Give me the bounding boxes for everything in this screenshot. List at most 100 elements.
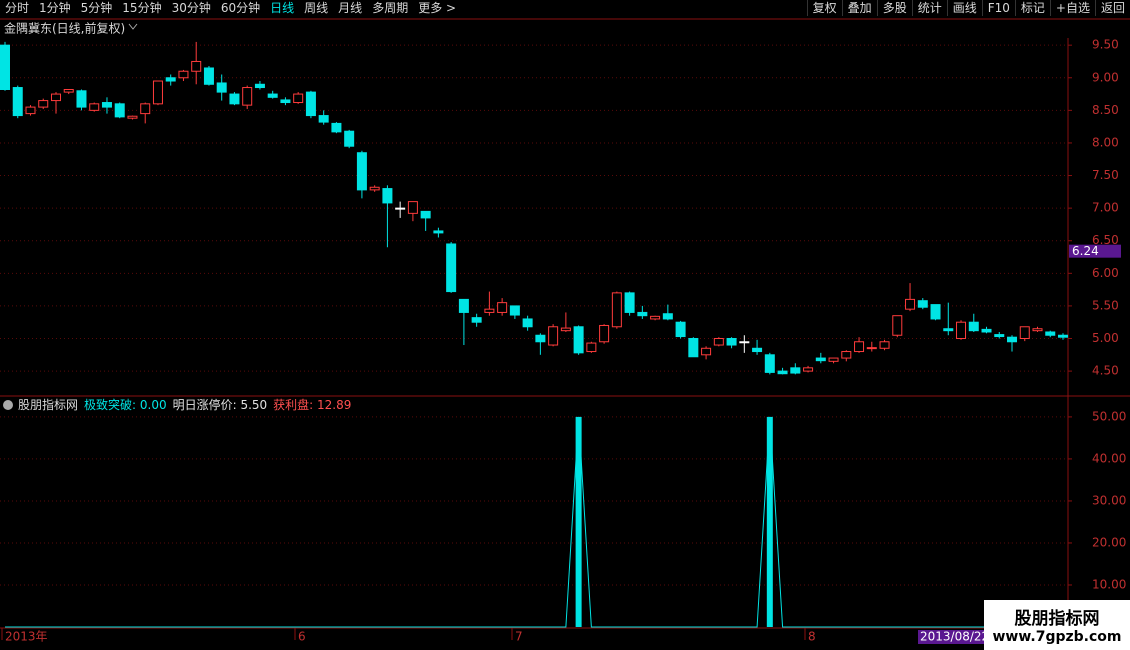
candle-body	[611, 292, 622, 328]
candle-body	[573, 326, 584, 354]
candle-body	[382, 188, 393, 204]
period-tab[interactable]: 分时	[5, 1, 30, 15]
period-tab[interactable]: 更多 >	[418, 1, 457, 15]
tool-button[interactable]: +自选	[1049, 0, 1095, 16]
candle-body	[242, 87, 253, 106]
candle-body	[50, 93, 61, 102]
tool-button[interactable]: 画线	[946, 0, 982, 16]
period-tabs: 分时 1分钟 5分钟 15分钟 30分钟 60分钟 日线 周线 月线 多周期 更多 >	[0, 0, 461, 18]
candle-body	[650, 315, 661, 320]
period-tab[interactable]: 5分钟	[80, 1, 113, 15]
candle-body	[38, 100, 49, 108]
y-tick-label: 7.00	[1092, 201, 1119, 215]
date-label: 2013年	[5, 630, 48, 644]
tool-button[interactable]: 标记	[1014, 0, 1050, 16]
candle-body	[446, 243, 457, 293]
candle-body	[356, 152, 367, 191]
candle-body	[114, 103, 125, 118]
candle-body	[471, 317, 482, 323]
y-tick-label: 50.00	[1092, 409, 1126, 423]
tool-button[interactable]: 统计	[911, 0, 947, 16]
candle-body	[101, 102, 112, 108]
indicator-info: 明日涨停价: 5.50	[173, 397, 268, 412]
candle-body	[701, 347, 712, 356]
candle-body	[841, 351, 852, 359]
candle-body	[25, 106, 36, 115]
candle-body	[854, 341, 865, 353]
period-tab[interactable]: 60分钟	[220, 1, 261, 15]
indicator-info: 获利盘: 12.89	[273, 397, 351, 412]
tool-button[interactable]: 返回	[1094, 0, 1130, 16]
candle-body	[981, 328, 992, 333]
candle-body	[293, 93, 304, 104]
candle-body	[1007, 336, 1018, 343]
candle-body	[395, 207, 406, 210]
candle-body	[828, 357, 839, 362]
candle-body	[599, 324, 610, 343]
candle-body	[420, 210, 431, 219]
candle-body	[89, 103, 100, 111]
period-tab[interactable]: 月线	[338, 1, 363, 15]
period-tab[interactable]: 15分钟	[122, 1, 162, 15]
period-tab[interactable]: 30分钟	[171, 1, 211, 15]
candle-body	[369, 186, 380, 191]
candle-body	[254, 83, 265, 89]
indicator-bar	[575, 416, 582, 627]
y-tick-label: 9.50	[1092, 38, 1119, 52]
candle-body	[127, 115, 138, 119]
period-tab[interactable]: 多周期	[372, 1, 409, 15]
candle-body	[815, 357, 826, 362]
candle-body	[713, 338, 724, 346]
y-tick-label: 5.00	[1092, 331, 1119, 345]
candle-body	[764, 354, 775, 373]
candle-body	[790, 367, 801, 374]
candle-body	[407, 201, 418, 214]
y-tick-label: 30.00	[1092, 493, 1126, 507]
period-tab[interactable]: 日线	[270, 1, 295, 15]
chart-title: 金隅冀东(日线,前复权)	[4, 21, 125, 36]
candle-body	[458, 298, 469, 313]
indicator-bar	[766, 416, 773, 627]
candle-body	[586, 342, 597, 353]
collapse-icon	[3, 400, 13, 410]
candle-body	[203, 67, 214, 85]
candle-body	[165, 77, 176, 82]
candle-body	[76, 90, 87, 108]
indicator-title: 股朋指标网 极致突破: 0.00 明日涨停价: 5.50 获利盘: 12.89	[18, 397, 351, 412]
candle-body	[509, 305, 520, 316]
period-tab[interactable]: 周线	[304, 1, 329, 15]
candle-body	[497, 302, 508, 313]
watermark: 股朋指标网 www.7gpzb.com	[984, 600, 1130, 650]
candle-body	[956, 321, 967, 340]
tools: 复权 叠加 多股 统计 画线 F10 标记 +自选 返回	[806, 0, 1130, 18]
candle-body	[216, 82, 227, 93]
candle-body	[1032, 328, 1043, 332]
y-tick-label: 8.50	[1092, 103, 1119, 117]
candle-body	[905, 298, 916, 310]
date-label: 6	[298, 630, 306, 644]
period-tab[interactable]: 1分钟	[39, 1, 71, 15]
indicator-line	[5, 416, 1063, 628]
y-tick-label: 10.00	[1092, 577, 1126, 591]
candle-body	[726, 338, 737, 346]
candle-body	[1058, 334, 1068, 338]
tool-button[interactable]: 多股	[876, 0, 912, 16]
tool-button[interactable]: 叠加	[841, 0, 877, 16]
y-tick-label: 40.00	[1092, 451, 1126, 465]
candle-body	[968, 321, 979, 332]
candle-body	[560, 327, 571, 332]
candle-body	[662, 313, 673, 320]
candle-body	[1019, 326, 1030, 340]
y-tick-label: 8.00	[1092, 135, 1119, 149]
last-price-box	[1069, 244, 1121, 258]
candle-body	[535, 334, 546, 343]
indicator-info: 极致突破: 0.00	[84, 397, 167, 412]
candle-body	[930, 304, 941, 320]
candle-body	[739, 341, 750, 344]
candle-body	[140, 103, 151, 115]
candle-body	[892, 315, 903, 336]
tool-button[interactable]: 复权	[806, 0, 842, 16]
tool-button[interactable]: F10	[981, 0, 1015, 16]
y-tick-label: 6.50	[1092, 233, 1119, 247]
